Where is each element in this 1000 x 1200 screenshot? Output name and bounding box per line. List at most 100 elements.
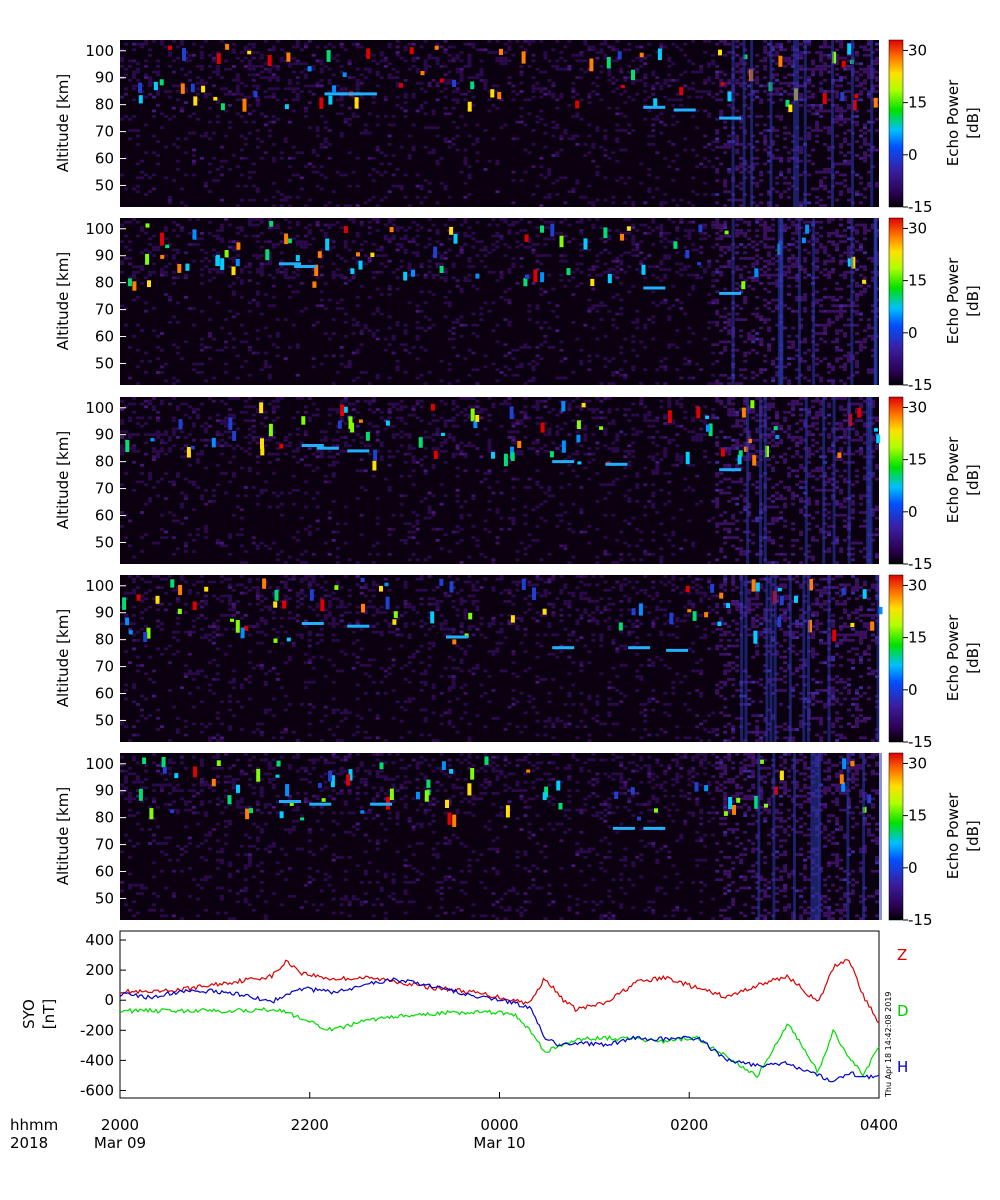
noise-cell bbox=[799, 265, 804, 269]
noise-cell bbox=[763, 45, 768, 49]
noise-cell bbox=[283, 273, 288, 277]
noise-cell bbox=[535, 115, 540, 118]
noise-cell bbox=[255, 234, 260, 238]
noise-cell bbox=[507, 368, 512, 372]
noise-cell bbox=[251, 42, 256, 46]
noise-cell bbox=[239, 270, 244, 274]
noise-cell bbox=[715, 70, 720, 74]
noise-cell bbox=[819, 115, 824, 118]
noise-cell bbox=[187, 70, 192, 74]
noise-cell bbox=[739, 42, 744, 46]
noise-cell bbox=[207, 137, 212, 141]
noise-cell bbox=[867, 65, 871, 68]
noise-cell bbox=[503, 354, 508, 358]
noise-cell bbox=[755, 53, 760, 57]
noise-cell bbox=[695, 95, 700, 99]
noise-cell bbox=[132, 70, 136, 74]
noise-cell bbox=[811, 67, 816, 71]
noise-cell bbox=[439, 276, 444, 280]
noise-cell bbox=[455, 56, 460, 60]
noise-cell bbox=[807, 201, 812, 205]
noise-cell bbox=[339, 87, 344, 91]
noise-cell bbox=[219, 145, 224, 149]
noise-cell bbox=[407, 67, 412, 71]
noise-cell bbox=[395, 168, 400, 171]
noise-cell bbox=[727, 170, 732, 174]
noise-cell bbox=[739, 162, 744, 166]
noise-cell bbox=[156, 430, 160, 434]
noise-cell bbox=[651, 337, 656, 341]
noise-cell bbox=[519, 362, 524, 366]
noise-cell bbox=[351, 416, 356, 420]
noise-cell bbox=[175, 276, 180, 280]
noise-cell bbox=[183, 413, 188, 417]
noise-cell bbox=[203, 488, 208, 492]
noise-cell bbox=[775, 254, 780, 257]
noise-cell bbox=[511, 348, 516, 352]
noise-cell bbox=[859, 176, 863, 180]
noise-cell bbox=[447, 301, 452, 305]
noise-cell bbox=[559, 376, 564, 380]
noise-cell bbox=[831, 257, 836, 260]
noise-cell bbox=[251, 234, 256, 238]
noise-cell bbox=[411, 220, 416, 224]
y-tick-label: 70 bbox=[95, 301, 114, 319]
noise-cell bbox=[819, 179, 824, 182]
echo-speck bbox=[147, 280, 151, 288]
noise-cell bbox=[715, 243, 720, 246]
noise-cell bbox=[367, 156, 372, 160]
noise-cell bbox=[411, 346, 416, 349]
noise-cell bbox=[763, 229, 768, 232]
noise-cell bbox=[387, 552, 392, 556]
noise-cell bbox=[144, 73, 148, 77]
noise-cell bbox=[387, 45, 392, 49]
noise-cell bbox=[323, 436, 328, 439]
noise-cell bbox=[675, 154, 680, 157]
noise-cell bbox=[847, 187, 851, 191]
noise-cell bbox=[507, 231, 512, 235]
noise-cell bbox=[699, 251, 704, 255]
noise-cell bbox=[775, 129, 780, 132]
noise-cell bbox=[695, 154, 700, 157]
noise-cell bbox=[847, 81, 851, 85]
noise-cell bbox=[787, 151, 792, 155]
noise-cell bbox=[163, 229, 168, 232]
noise-cell bbox=[787, 248, 792, 252]
noise-cell bbox=[171, 179, 176, 182]
echo-speck bbox=[559, 235, 564, 248]
noise-cell bbox=[535, 184, 540, 188]
noise-cell bbox=[619, 129, 624, 132]
noise-cell bbox=[723, 190, 728, 194]
noise-cell bbox=[819, 245, 824, 249]
noise-cell bbox=[807, 273, 812, 277]
noise-cell bbox=[251, 109, 256, 113]
noise-cell bbox=[171, 419, 176, 423]
noise-cell bbox=[407, 154, 412, 157]
noise-cell bbox=[203, 81, 208, 85]
noise-cell bbox=[443, 494, 448, 498]
noise-cell bbox=[307, 447, 312, 450]
noise-cell bbox=[807, 95, 812, 99]
noise-cell bbox=[483, 248, 488, 252]
noise-cell bbox=[144, 151, 148, 155]
noise-cell bbox=[619, 282, 624, 285]
noise-cell bbox=[299, 441, 304, 445]
noise-cell bbox=[355, 231, 360, 235]
noise-cell bbox=[699, 162, 704, 166]
noise-cell bbox=[787, 62, 792, 66]
noise-cell bbox=[843, 323, 847, 327]
noise-cell bbox=[543, 290, 548, 294]
noise-cell bbox=[247, 405, 252, 409]
noise-cell bbox=[443, 40, 448, 43]
noise-cell bbox=[223, 491, 228, 495]
noise-cell bbox=[403, 461, 408, 464]
noise-cell bbox=[719, 115, 724, 118]
colorbar-unit: [dB] bbox=[964, 285, 982, 317]
noise-cell bbox=[291, 56, 296, 60]
noise-cell bbox=[827, 318, 832, 321]
noise-cell bbox=[363, 399, 368, 403]
noise-cell bbox=[815, 251, 820, 255]
noise-cell bbox=[671, 240, 676, 244]
noise-cell bbox=[755, 373, 760, 377]
noise-cell bbox=[703, 181, 708, 185]
